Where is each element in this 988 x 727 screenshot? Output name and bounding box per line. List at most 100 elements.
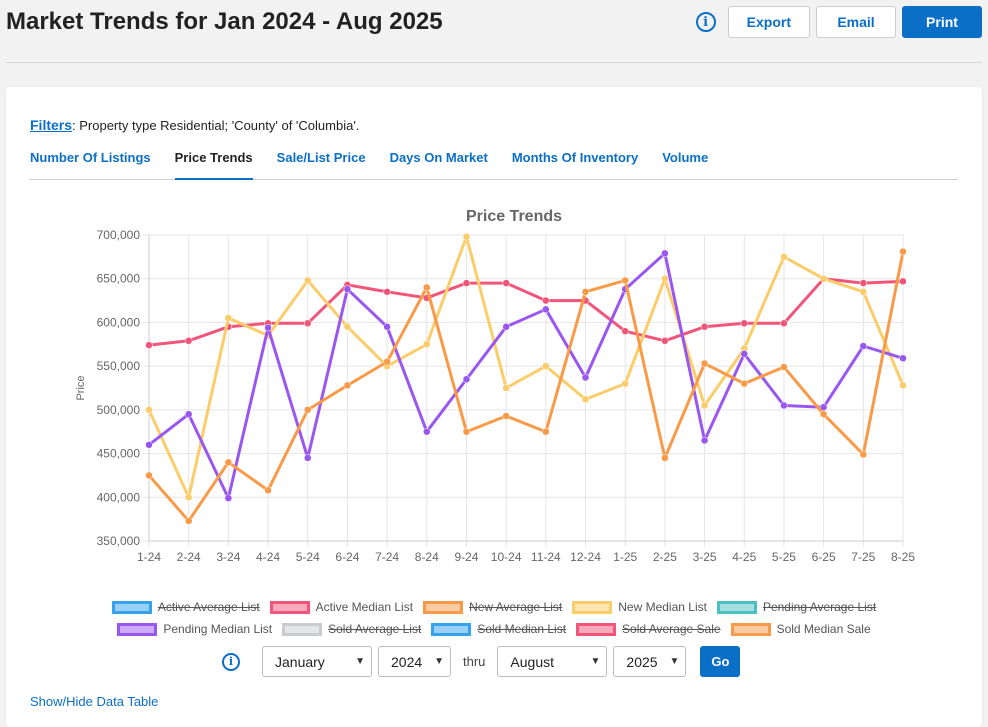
legend-swatch [576,622,617,636]
to-month-value: August [510,653,554,670]
from-month-select[interactable]: January ▼ [262,646,372,677]
data-point-sold-median-sale [780,363,788,371]
legend-swatch [431,622,472,636]
legend-item-sold-median-list[interactable]: Sold Median List [431,622,566,636]
data-point-sold-median-sale [859,450,868,459]
tab-days-on-market[interactable]: Days On Market [389,150,488,165]
data-point-active-median-list [899,277,907,286]
data-point-sold-median-sale [423,283,431,292]
x-tick-label: 6-24 [335,550,359,564]
legend-label: Pending Average List [762,600,877,614]
legend-label: Sold Average List [328,622,422,636]
data-point-active-median-list [700,323,709,331]
header-divider [6,62,982,63]
data-point-pending-median-list [303,454,312,462]
tab-price-trends[interactable]: Price Trends [174,149,253,180]
data-point-active-median-list [383,288,391,296]
legend-item-new-average-list[interactable]: New Average List [423,600,562,614]
data-point-sold-median-sale [184,517,193,525]
legend-swatch [282,622,323,636]
tab-bar: Number Of Listings Price Trends Sale/Lis… [30,149,958,180]
x-tick-label: 8-24 [415,550,439,564]
legend-swatch [572,600,613,614]
top-actions: i Export Email Print [695,6,982,38]
data-point-new-median-list [859,288,868,296]
data-point-new-median-list [700,401,709,410]
report-card: Filters: Property type Residential; 'Cou… [6,87,982,727]
legend-swatch [423,600,464,614]
chart-title: Price Trends [466,208,562,225]
legend-item-sold-average-sale[interactable]: Sold Average Sale [576,622,721,636]
data-point-new-median-list [819,274,828,283]
legend-label: Sold Median Sale [776,622,871,636]
data-point-active-median-list [145,341,153,349]
data-point-sold-median-sale [740,379,749,388]
data-point-pending-median-list [700,436,709,445]
print-button[interactable]: Print [902,6,982,38]
data-point-new-median-list [581,395,590,404]
legend-label: Active Median List [315,600,414,614]
legend-item-pending-average-list[interactable]: Pending Average List [716,600,877,614]
email-button[interactable]: Email [816,6,896,38]
go-button[interactable]: Go [700,646,741,677]
legend-item-new-median-list[interactable]: New Median List [572,600,707,614]
data-point-pending-median-list [740,350,749,358]
legend-item-sold-median-sale[interactable]: Sold Median Sale [730,622,871,636]
data-point-sold-median-sale [145,471,153,480]
x-tick-label: 2-25 [653,550,677,564]
tab-number-of-listings[interactable]: Number Of Listings [30,150,151,165]
series-active-median-list [145,274,907,349]
to-year-select[interactable]: 2025 ▼ [613,646,687,677]
x-tick-label: 11-24 [531,550,561,564]
data-point-pending-median-list [383,323,391,331]
data-point-pending-median-list [224,494,233,502]
data-point-sold-median-sale [502,412,510,420]
legend-label: Active Average List [157,600,260,614]
data-point-new-median-list [502,384,510,392]
legend-item-pending-median-list[interactable]: Pending Median List [117,622,272,636]
legend-row: Pending Median List Sold Average List Sold… [6,618,982,640]
export-button[interactable]: Export [727,6,810,38]
data-point-sold-median-sale [462,427,471,436]
legend-item-active-average-list[interactable]: Active Average List [111,600,260,614]
series-line-sold-median-sale [147,251,905,523]
chart-legend: Active Average List Active Median List New… [6,596,982,640]
data-point-pending-median-list [780,401,788,410]
x-tick-label: 6-25 [812,550,836,564]
show-hide-data-table-link[interactable]: Show/Hide Data Table [30,694,159,709]
data-point-new-median-list [184,493,193,502]
legend-item-active-median-list[interactable]: Active Median List [269,600,414,614]
x-tick-label: 9-24 [454,550,478,564]
data-point-active-median-list [740,319,749,328]
tab-volume[interactable]: Volume [662,150,709,165]
data-point-sold-median-sale [303,406,312,414]
data-point-pending-median-list [184,410,193,418]
info-icon[interactable]: i [695,12,716,32]
data-point-active-median-list [621,327,629,335]
legend-swatch [117,622,158,636]
legend-item-sold-average-list[interactable]: Sold Average List [282,622,421,636]
x-tick-label: 4-25 [732,550,756,564]
legend-label: New Median List [618,600,707,614]
legend-label: New Average List [469,600,563,614]
from-month-value: January [275,653,325,670]
y-tick-label: 700,000 [97,228,141,242]
x-tick-label: 3-24 [216,550,240,564]
range-info-icon[interactable]: i [222,652,240,671]
data-point-sold-median-sale [700,359,709,368]
legend-label: Pending Median List [163,622,273,636]
chevron-down-icon: ▼ [590,656,601,667]
data-point-sold-median-sale [581,288,590,296]
data-point-pending-median-list [264,323,272,332]
series-line-new-median-list [147,235,905,499]
filters-link[interactable]: Filters [30,117,73,133]
chevron-down-icon: ▼ [355,656,365,667]
series-sold-median-sale [145,247,907,525]
tab-months-of-inventory[interactable]: Months Of Inventory [511,150,639,165]
to-month-select[interactable]: August ▼ [497,646,608,677]
from-year-select[interactable]: 2024 ▼ [378,646,451,677]
x-tick-label: 7-24 [375,550,399,564]
from-year-value: 2024 [391,653,423,670]
tab-sale-list-price[interactable]: Sale/List Price [276,150,366,165]
data-point-new-median-list [621,379,629,388]
